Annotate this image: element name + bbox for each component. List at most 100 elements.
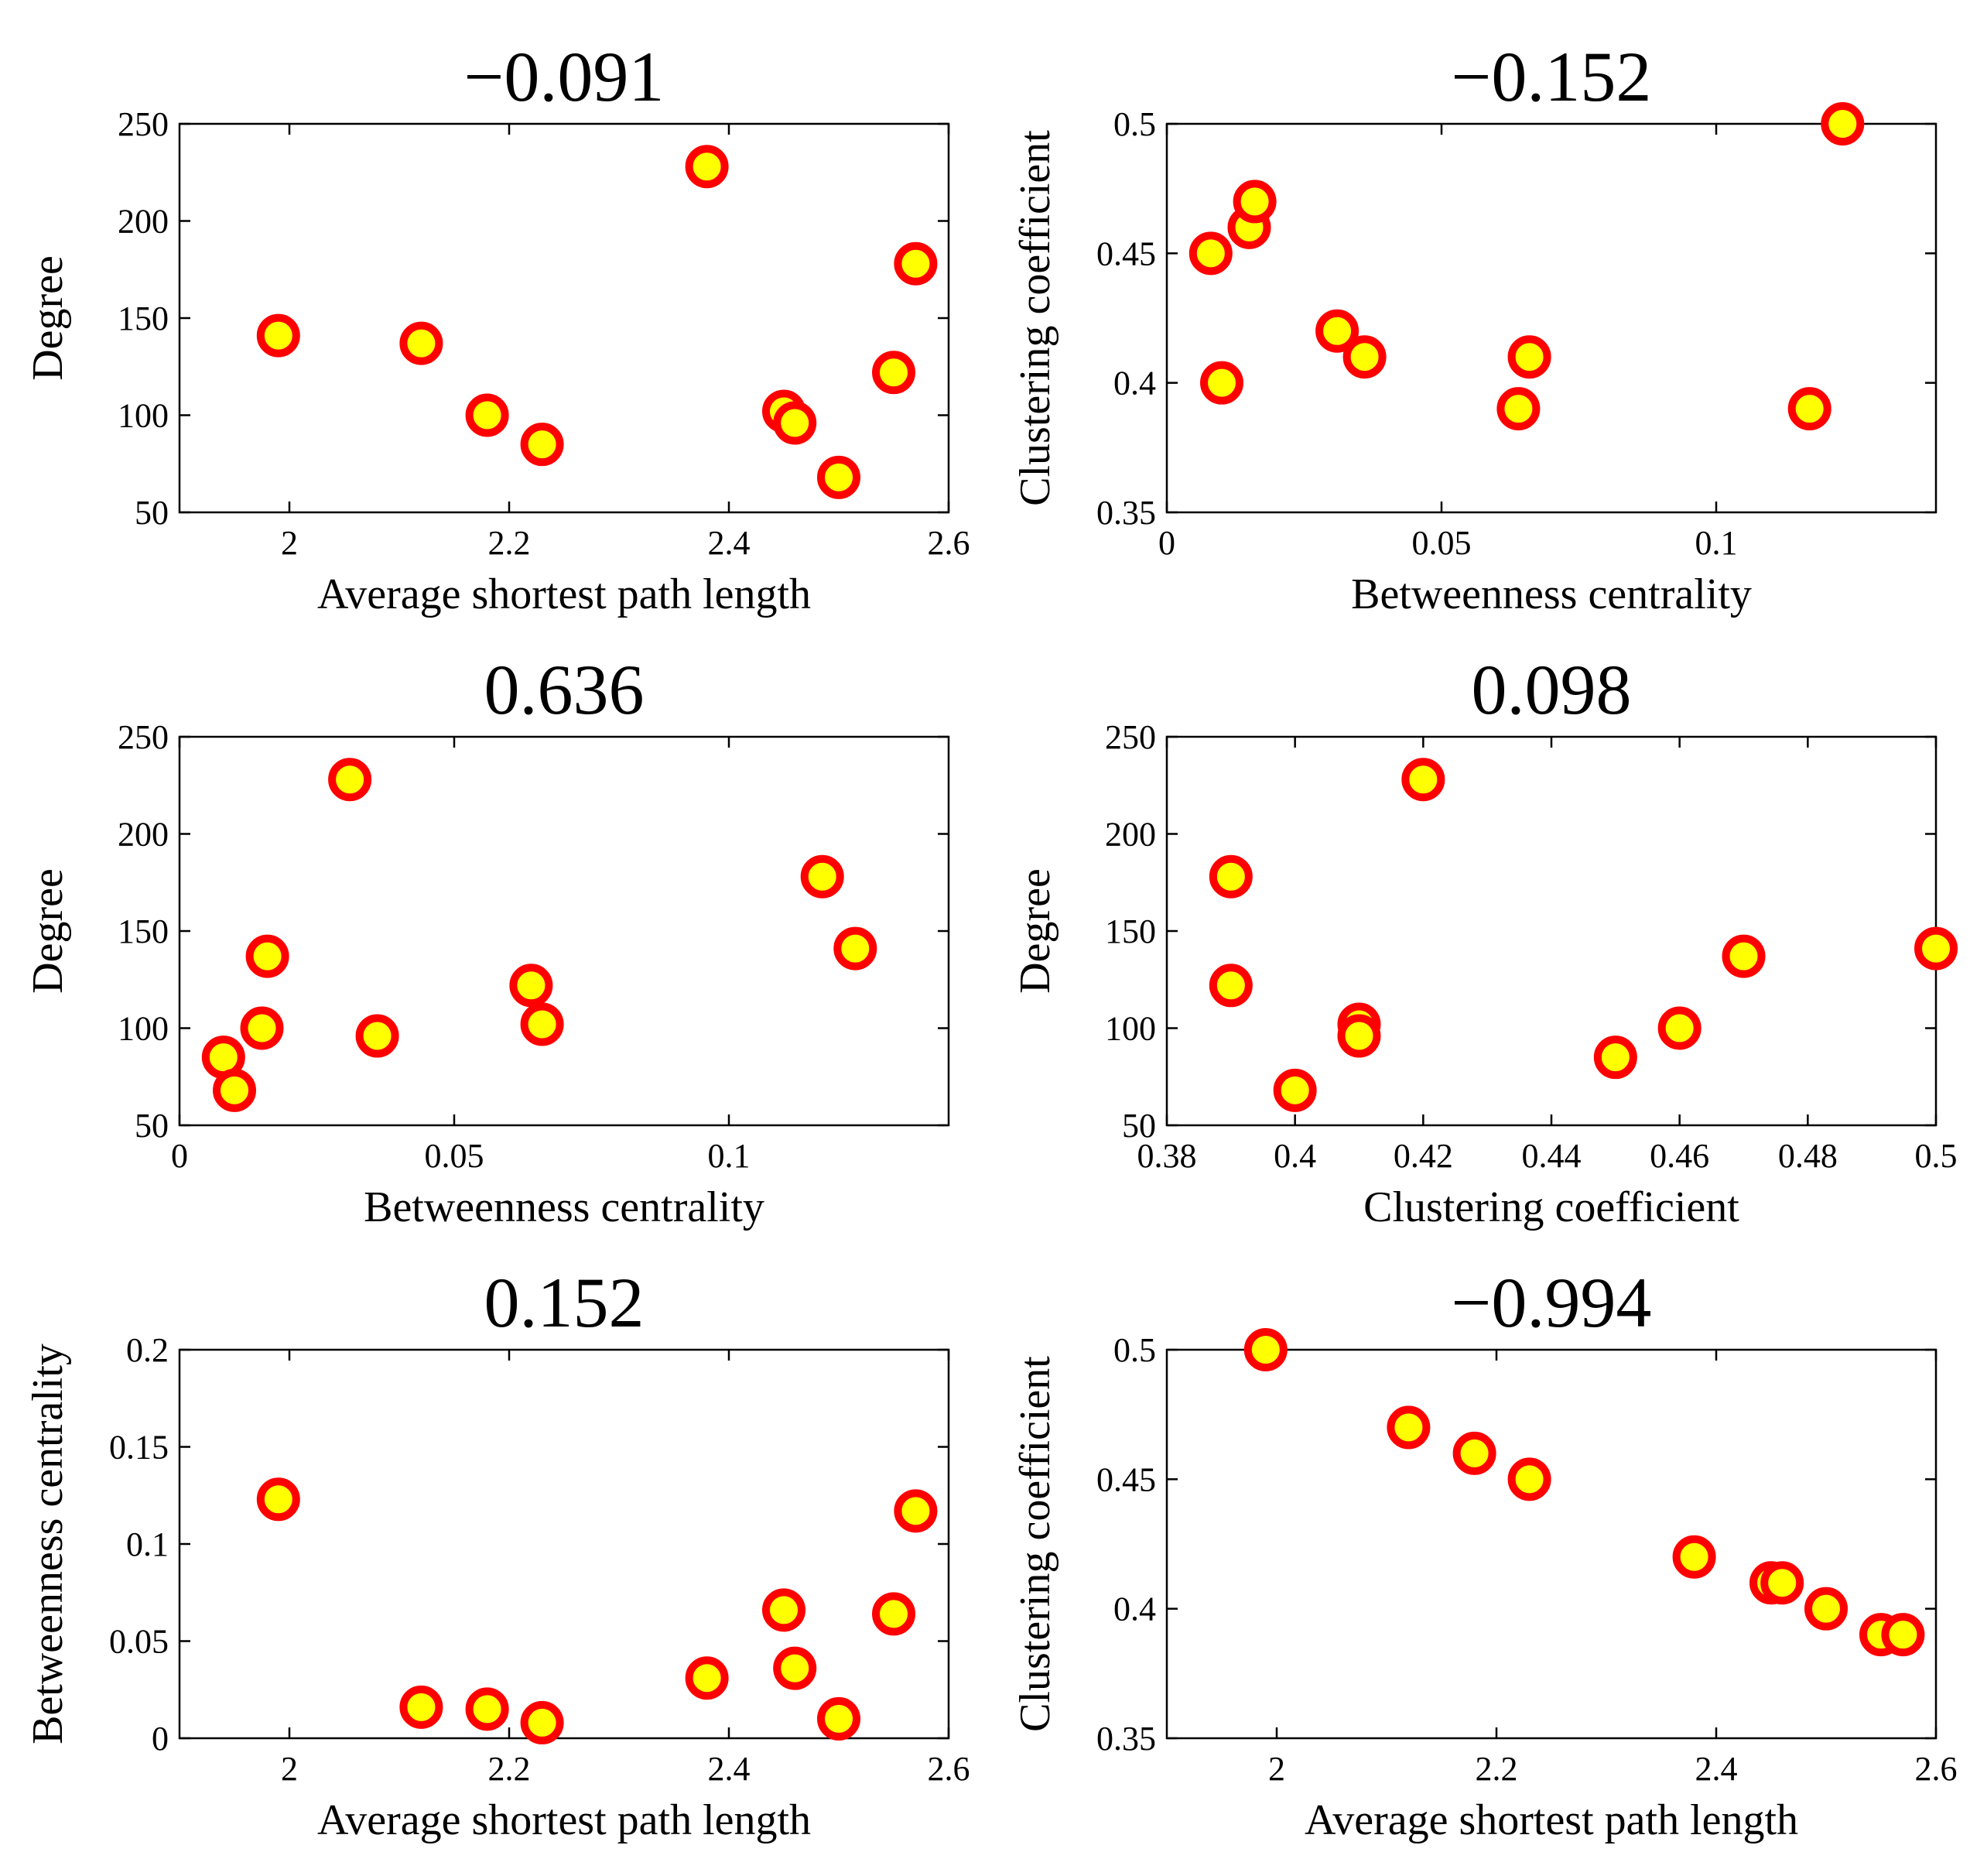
plot-frame bbox=[1165, 122, 1938, 514]
y-tick-label: 0.2 bbox=[126, 1331, 169, 1369]
x-tick-label: 0 bbox=[1158, 524, 1175, 562]
y-axis-label: Clustering coefficient bbox=[1011, 1356, 1059, 1732]
data-point bbox=[1188, 231, 1233, 276]
data-point bbox=[520, 423, 564, 467]
panel-title: −0.994 bbox=[1452, 1263, 1652, 1342]
x-tick-label: 2.6 bbox=[1915, 1750, 1958, 1788]
x-tick-label: 2 bbox=[281, 524, 298, 562]
data-point bbox=[1209, 964, 1253, 1008]
data-point bbox=[1273, 1068, 1317, 1112]
x-axis-label: Average shortest path length bbox=[1305, 1796, 1798, 1844]
x-tick-label: 2.2 bbox=[1476, 1750, 1518, 1788]
x-tick-label: 0.46 bbox=[1650, 1137, 1709, 1175]
data-point bbox=[1243, 1328, 1288, 1371]
x-axis-label: Average shortest path length bbox=[317, 1796, 811, 1844]
y-tick-label: 150 bbox=[1105, 912, 1156, 950]
y-tick-label: 250 bbox=[1105, 718, 1156, 756]
panel-title: −0.152 bbox=[1452, 37, 1652, 116]
data-point bbox=[1804, 1587, 1848, 1631]
data-point bbox=[1914, 926, 1958, 971]
data-point bbox=[872, 351, 915, 395]
y-tick-label: 50 bbox=[1122, 1107, 1156, 1145]
data-point bbox=[1760, 1561, 1804, 1605]
x-tick-label: 2.4 bbox=[708, 1750, 751, 1788]
y-axis-label: Degree bbox=[24, 868, 72, 994]
scatter-panel-2: −0.152 0 0.05 0.1 0.35 0.4 0.45 0.5 Betweenness … bbox=[1011, 37, 1938, 618]
y-tick-label: 0.45 bbox=[1096, 1460, 1156, 1498]
y-tick-label: 0.5 bbox=[1113, 105, 1156, 143]
data-point bbox=[399, 1685, 443, 1729]
x-tick-label: 0.4 bbox=[1274, 1137, 1316, 1175]
plot-frame bbox=[178, 1348, 950, 1740]
y-tick-label: 0.5 bbox=[1113, 1331, 1156, 1369]
y-tick-label: 0.4 bbox=[1113, 1590, 1156, 1628]
x-axis-label: Average shortest path length bbox=[317, 570, 811, 618]
y-tick-label: 0.1 bbox=[126, 1525, 169, 1563]
y-tick-label: 50 bbox=[135, 494, 169, 532]
data-point bbox=[894, 241, 938, 286]
y-axis-label: Betweenness centrality bbox=[24, 1344, 72, 1744]
y-tick-label: 0.35 bbox=[1096, 494, 1156, 532]
panel-title: −0.091 bbox=[464, 37, 665, 116]
y-tick-label: 0 bbox=[152, 1720, 169, 1758]
x-tick-label: 0.5 bbox=[1915, 1137, 1958, 1175]
x-tick-label: 0 bbox=[171, 1137, 188, 1175]
data-point bbox=[817, 1696, 860, 1741]
data-point bbox=[872, 1592, 915, 1636]
panel-title: 0.636 bbox=[484, 650, 645, 729]
y-tick-label: 100 bbox=[1105, 1010, 1156, 1048]
x-axis-label: Betweenness centrality bbox=[1351, 570, 1752, 618]
plot-frame bbox=[178, 735, 950, 1127]
data-point bbox=[1787, 387, 1831, 431]
x-tick-label: 2.4 bbox=[1695, 1750, 1738, 1788]
data-point bbox=[1342, 335, 1387, 379]
data-point bbox=[1496, 387, 1541, 431]
x-tick-label: 2.6 bbox=[928, 524, 970, 562]
x-tick-label: 0.1 bbox=[708, 1137, 751, 1175]
data-point bbox=[1200, 361, 1243, 405]
x-tick-label: 2.2 bbox=[488, 1750, 531, 1788]
panel-title: 0.152 bbox=[484, 1263, 645, 1342]
data-point bbox=[1401, 758, 1445, 802]
y-axis-label: Degree bbox=[1011, 868, 1059, 994]
x-tick-label: 2 bbox=[281, 1750, 298, 1788]
y-tick-label: 50 bbox=[135, 1107, 169, 1145]
x-tick-label: 0.44 bbox=[1522, 1137, 1582, 1175]
y-tick-label: 0.05 bbox=[109, 1623, 169, 1661]
data-point bbox=[773, 1646, 817, 1690]
y-tick-label: 150 bbox=[118, 300, 169, 337]
data-point bbox=[1507, 335, 1551, 379]
plot-frame bbox=[1165, 735, 1938, 1127]
x-axis-label: Betweenness centrality bbox=[364, 1183, 764, 1231]
data-point bbox=[773, 401, 817, 445]
data-point bbox=[1657, 1006, 1702, 1050]
x-tick-label: 0.1 bbox=[1695, 524, 1738, 562]
y-tick-label: 0.15 bbox=[109, 1429, 169, 1467]
data-point bbox=[685, 1656, 729, 1700]
y-tick-label: 0.4 bbox=[1113, 365, 1156, 402]
y-tick-label: 100 bbox=[118, 397, 169, 435]
data-point bbox=[1593, 1036, 1637, 1080]
data-point bbox=[1209, 854, 1253, 899]
data-point bbox=[213, 1068, 256, 1112]
y-axis-label: Degree bbox=[24, 255, 72, 381]
y-tick-label: 0.35 bbox=[1096, 1720, 1156, 1758]
data-point bbox=[1507, 1457, 1551, 1501]
data-point bbox=[355, 1014, 399, 1058]
data-point bbox=[1315, 309, 1360, 353]
data-point bbox=[1452, 1431, 1496, 1475]
data-point bbox=[894, 1489, 938, 1533]
data-point bbox=[1821, 102, 1865, 145]
x-tick-label: 0.38 bbox=[1137, 1137, 1197, 1175]
scatter-panel-3: 0.636 0 0.05 0.1 50 100 150 200 250 Betweenness c… bbox=[24, 650, 950, 1231]
y-tick-label: 200 bbox=[118, 203, 169, 241]
data-point bbox=[1722, 934, 1766, 978]
plot-frame bbox=[178, 122, 950, 514]
scatter-panel-4: 0.098 0.38 0.4 0.42 0.44 0.46 0.48 0.5 50 100 150 2… bbox=[1011, 650, 1958, 1231]
x-tick-label: 2 bbox=[1268, 1750, 1285, 1788]
data-point bbox=[465, 1687, 509, 1731]
y-tick-label: 200 bbox=[1105, 816, 1156, 854]
data-point bbox=[256, 1477, 300, 1522]
x-tick-label: 2.6 bbox=[928, 1750, 970, 1788]
